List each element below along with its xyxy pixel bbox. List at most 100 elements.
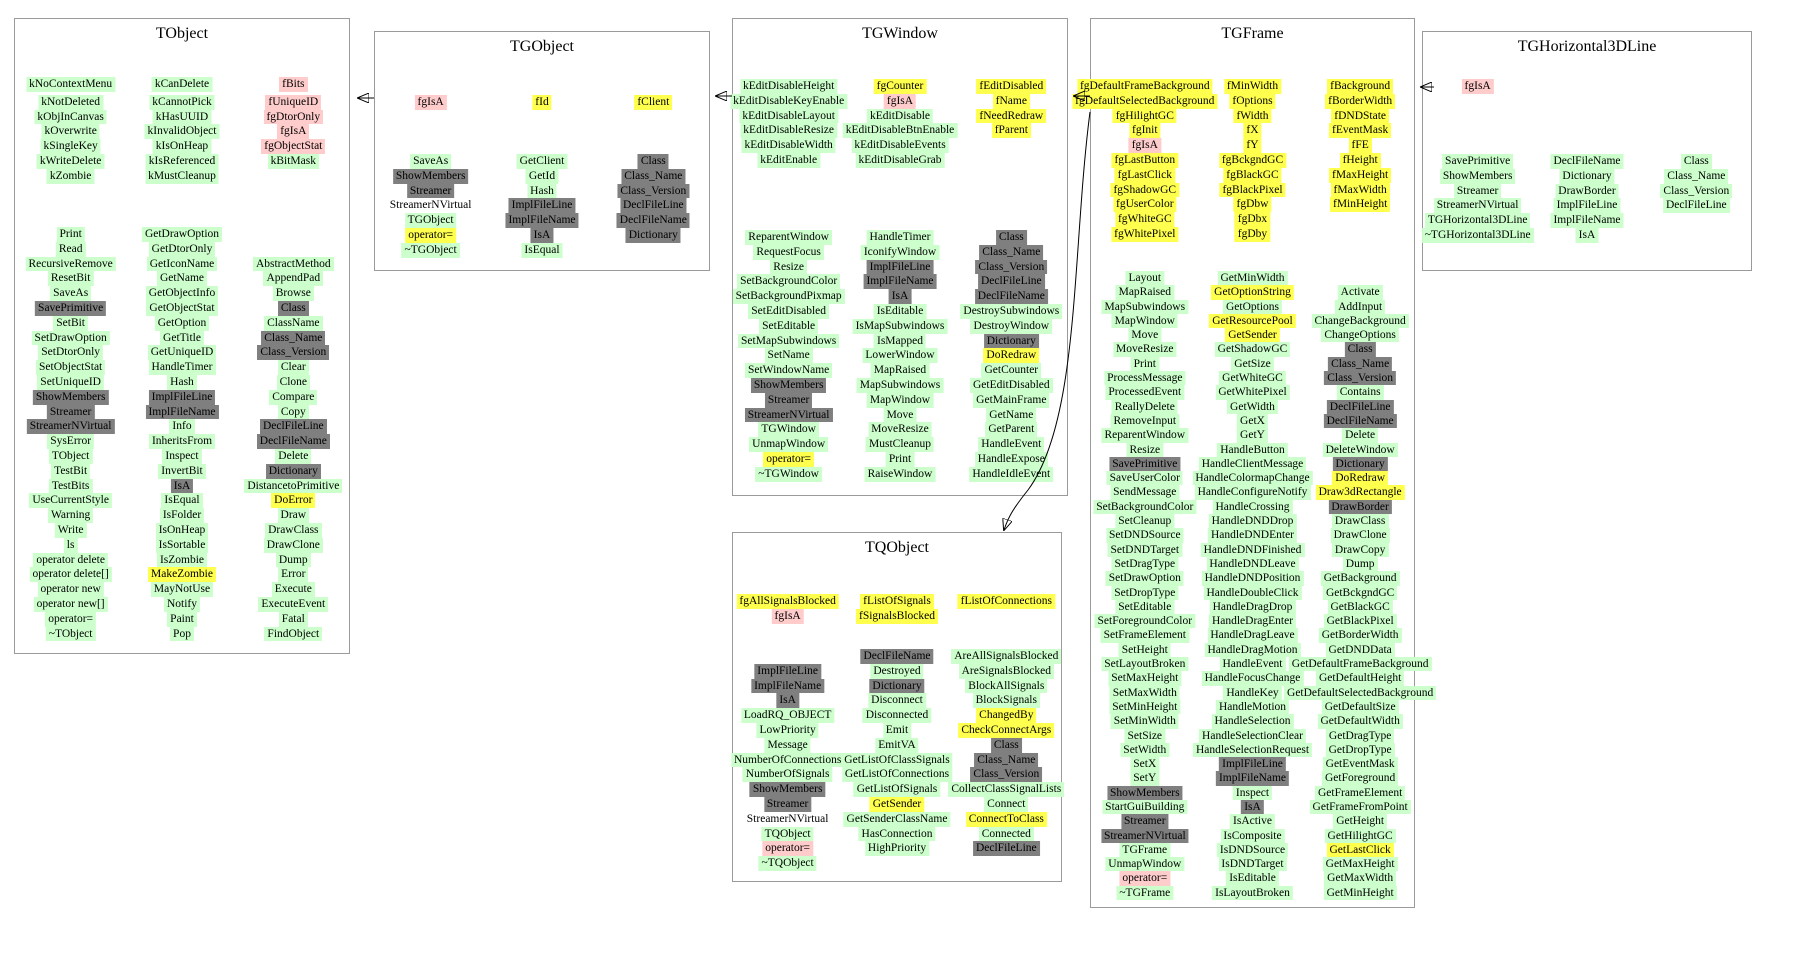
member-item: IconifyWindow xyxy=(853,244,948,260)
member-item: RequestFocus xyxy=(733,244,845,260)
member-item: DeclFileName xyxy=(841,649,952,664)
member-item: GetListOfSignals xyxy=(841,782,952,797)
member-item: ChangeBackground xyxy=(1284,313,1436,329)
class-title-tgwindow[interactable]: TGWindow xyxy=(862,25,938,42)
class-title-tqobject[interactable]: TQObject xyxy=(865,539,929,556)
member-item: fEventMask xyxy=(1325,123,1395,139)
member-item: ClassName xyxy=(244,315,342,331)
member-item: GetSender xyxy=(841,796,952,812)
member-item: Connected xyxy=(948,826,1064,842)
member-column: fgAllSignalsBlocked fgIsA xyxy=(736,594,839,624)
member-item: fgLastButton xyxy=(1072,152,1217,168)
member-item: AreAllSignalsBlocked xyxy=(948,649,1064,664)
class-title-tgframe[interactable]: TGFrame xyxy=(1221,25,1284,42)
member-item: MapWindow xyxy=(1093,313,1196,329)
member-item: Clear xyxy=(244,360,342,375)
member-item: GetBlackPixel xyxy=(1284,614,1436,629)
member-item: fUniqueID xyxy=(261,94,325,110)
member-item: SavePrimitive xyxy=(1422,154,1534,169)
member-item: kIsReferenced xyxy=(145,153,220,169)
member-item: fListOfConnections xyxy=(957,594,1055,609)
class-title-tobject[interactable]: TObject xyxy=(155,25,209,42)
member-item: ShowMembers xyxy=(1422,168,1534,184)
member-item: SetDrawOption xyxy=(1093,571,1196,586)
member-item: kCannotPick xyxy=(145,94,220,110)
member-item: GetOptions xyxy=(1192,299,1312,314)
member-item: Delete xyxy=(1284,428,1436,443)
member-item: ImplFileLine xyxy=(505,198,578,214)
member-item: kObjInCanvas xyxy=(26,109,115,125)
member-item: fgIsA xyxy=(843,93,958,109)
member-item: MapSubwindows xyxy=(853,377,948,393)
member-item: ImplFileLine xyxy=(142,389,222,405)
member-item: fMinHeight xyxy=(1325,197,1395,213)
member-item: SetObjectStat xyxy=(25,360,115,375)
member-item: operator delete xyxy=(25,552,115,568)
member-item: IsDNDSource xyxy=(1192,842,1312,858)
method-column: AbstractMethod AppendPad Browse Class ClassN… xyxy=(244,227,343,642)
member-item: ImplFileName xyxy=(505,213,579,228)
member-item: kSingleKey xyxy=(26,139,115,154)
member-item: RecursiveRemove xyxy=(25,256,116,272)
member-item: fNeedRedraw xyxy=(976,108,1047,124)
member-item: GetSize xyxy=(1192,356,1312,372)
member-item: TestBit xyxy=(25,463,115,479)
member-column: fId xyxy=(532,95,552,110)
member-item: GetMainFrame xyxy=(960,392,1062,408)
member-item: DoError xyxy=(244,493,342,509)
member-item: IsA xyxy=(731,693,844,709)
class-title-tghorizontal3dline[interactable]: TGHorizontal3DLine xyxy=(1517,38,1657,55)
member-item: MayNotUse xyxy=(142,582,222,597)
member-item: HandleEvent xyxy=(960,437,1062,452)
member-item: DeclFileLine xyxy=(960,274,1062,290)
member-item: ImplFileLine xyxy=(1192,757,1312,772)
member-item: Paint xyxy=(142,611,222,627)
member-item: UnmapWindow xyxy=(733,437,845,452)
member-item: TObject xyxy=(25,448,115,464)
member-item: TGWindow xyxy=(733,422,845,438)
member-item: fX xyxy=(1219,123,1286,139)
member-item: HandleSelection xyxy=(1192,714,1312,729)
member-item: EmitVA xyxy=(841,737,952,753)
member-item: Dictionary xyxy=(1284,456,1436,472)
member-item: GetShadowGC xyxy=(1192,342,1312,357)
member-item: MoveResize xyxy=(1093,342,1196,357)
method-column: GetClient GetId Hash ImplFileLine ImplFileNa… xyxy=(505,154,579,258)
class-title-tgobject[interactable]: TGObject xyxy=(510,38,574,55)
member-item: IsEditable xyxy=(853,303,948,319)
member-item: TGFrame xyxy=(1093,842,1196,858)
member-item: DestroySubwindows xyxy=(960,303,1063,319)
member-item: GetDropType xyxy=(1284,742,1436,758)
member-item: AreSignalsBlocked xyxy=(948,663,1064,679)
method-column: SavePrimitive ShowMembers Streamer Streamer… xyxy=(1421,154,1534,243)
member-item: IsA xyxy=(853,289,948,304)
member-item: fgBlackPixel xyxy=(1219,182,1286,198)
member-item: DeclFileName xyxy=(1550,154,1624,169)
member-item: fgBlackGC xyxy=(1219,167,1286,183)
member-item: Class_Version xyxy=(960,259,1062,275)
member-item: SetLayoutBroken xyxy=(1093,657,1196,672)
member-item: ProcessedEvent xyxy=(1093,385,1196,400)
member-item: Move xyxy=(853,407,948,423)
member-item: Class_Name xyxy=(960,244,1062,260)
member-item: DeclFileName xyxy=(244,434,342,449)
member-item: HandleDNDLeave xyxy=(1192,556,1312,572)
member-item: SetHeight xyxy=(1093,642,1196,658)
member-item: Inspect xyxy=(1192,785,1312,800)
member-item: Hash xyxy=(505,183,578,199)
member-item: HandleDragLeave xyxy=(1192,628,1312,643)
member-item: GetCounter xyxy=(960,363,1062,378)
member-item: GetTitle xyxy=(142,330,222,346)
member-item: IsA xyxy=(505,227,578,243)
member-item: kEditDisable xyxy=(843,108,958,124)
member-item: ShowMembers xyxy=(387,168,475,184)
member-item: HandleDragDrop xyxy=(1192,599,1312,615)
member-item: operator new[] xyxy=(25,596,115,612)
member-item: GetEventMask xyxy=(1284,757,1436,772)
member-item: TGHorizontal3DLine xyxy=(1422,213,1534,228)
member-item: IsA xyxy=(1550,227,1623,243)
member-item: Class xyxy=(960,230,1062,245)
member-item: Contains xyxy=(1284,385,1436,400)
member-item: fgInit xyxy=(1072,123,1217,139)
